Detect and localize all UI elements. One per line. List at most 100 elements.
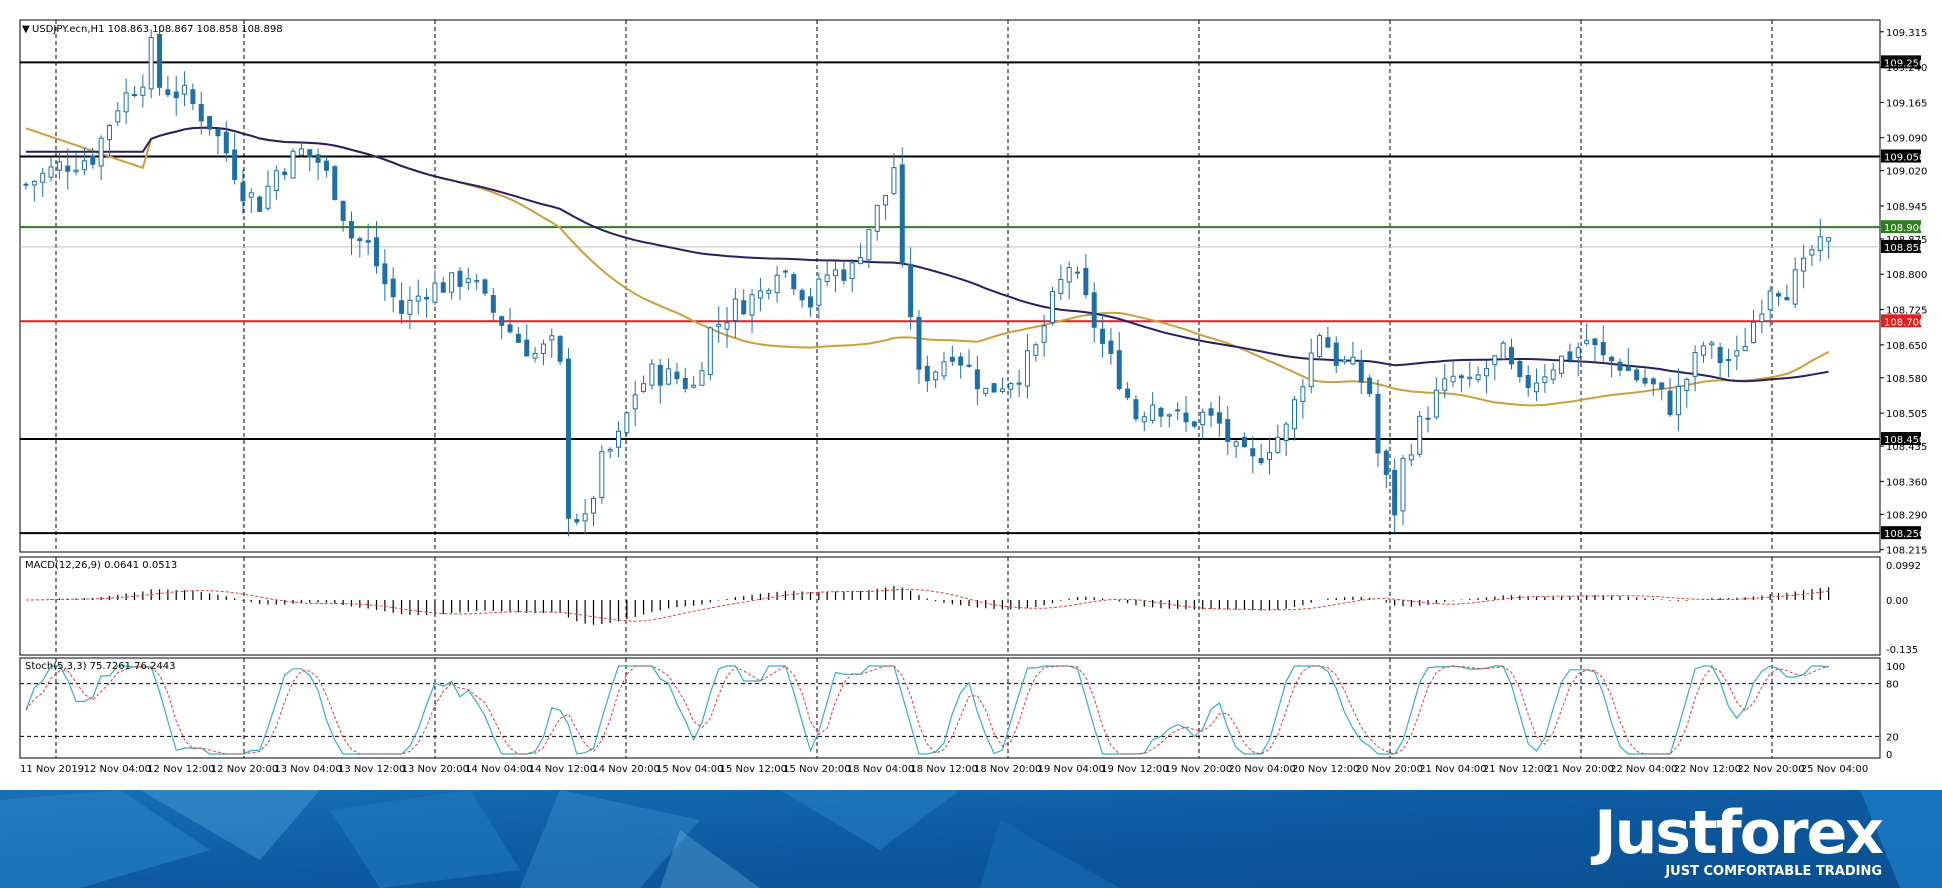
stoch-tick-label: 80 xyxy=(1886,680,1899,691)
time-label: 15 Nov 04:00 xyxy=(656,764,723,775)
candle-body xyxy=(40,172,46,183)
stoch-label: Stoch(5,3,3) 75.7261 76.2443 xyxy=(25,661,176,672)
candle-body xyxy=(332,166,338,200)
candle-body xyxy=(81,160,87,171)
candle-body xyxy=(1208,408,1214,416)
candle-body xyxy=(674,371,680,380)
price-tick-label: 108.215 xyxy=(1886,546,1927,557)
candle-body xyxy=(1325,337,1331,348)
brand-name: Justforex xyxy=(1594,798,1884,868)
price-tick-label: 109.315 xyxy=(1886,28,1927,39)
candle-body xyxy=(1809,249,1815,256)
candle-body xyxy=(1250,448,1256,457)
grid xyxy=(19,19,1881,759)
candle-body xyxy=(240,182,246,202)
candle-body xyxy=(666,368,672,385)
candle-body xyxy=(616,430,622,448)
price-chart: 109.250 109.050 108.900 108.858 108.700 108.4… xyxy=(19,19,1928,775)
candle-body xyxy=(407,299,413,315)
time-label: 21 Nov 20:00 xyxy=(1546,764,1613,775)
candle-body xyxy=(1166,414,1172,417)
candle-body xyxy=(1567,351,1573,361)
candle-body xyxy=(816,278,822,306)
candle-body xyxy=(774,274,780,294)
candle-body xyxy=(1617,361,1623,371)
candle-body xyxy=(833,269,839,277)
candle-body xyxy=(1200,411,1206,426)
candle-body xyxy=(298,148,304,156)
candle-body xyxy=(741,300,747,315)
candle-body xyxy=(1433,389,1439,418)
candle-body xyxy=(1500,342,1506,360)
candle-body xyxy=(1408,454,1414,461)
candle-body xyxy=(90,155,96,165)
candle-body xyxy=(474,280,480,283)
candle-body xyxy=(1049,290,1055,323)
time-label: 13 Nov 04:00 xyxy=(274,764,341,775)
candle-body xyxy=(1133,399,1139,420)
candle-body xyxy=(1817,236,1823,252)
candle-body xyxy=(624,412,630,433)
level-price-tag xyxy=(1881,314,1921,328)
candles[interactable] xyxy=(23,25,1832,537)
candle-body xyxy=(1258,458,1264,464)
time-label: 14 Nov 04:00 xyxy=(465,764,532,775)
candle-body xyxy=(365,240,371,243)
candle-body xyxy=(933,371,939,381)
candle-body xyxy=(290,150,296,179)
candle-body xyxy=(540,343,546,354)
candle-body xyxy=(1717,346,1723,364)
candle-body xyxy=(1776,293,1782,297)
candle-body xyxy=(1183,412,1189,423)
candle-body xyxy=(182,84,188,95)
candle-body xyxy=(1600,342,1606,356)
level-price-label: 109.250 xyxy=(1884,58,1925,69)
candle-body xyxy=(273,170,279,191)
time-label: 14 Nov 12:00 xyxy=(529,764,596,775)
candle-body xyxy=(1425,417,1431,420)
level-price-label: 108.858 xyxy=(1884,243,1925,254)
panel-frame xyxy=(19,19,1881,553)
macd-tick-label: 0.00 xyxy=(1886,596,1908,607)
time-label: 20 Nov 20:00 xyxy=(1356,764,1423,775)
candle-body xyxy=(1400,457,1406,512)
candle-body xyxy=(1033,344,1039,356)
candle-body xyxy=(1767,290,1773,311)
candle-body xyxy=(31,180,37,186)
price-tick-label: 108.290 xyxy=(1886,510,1927,521)
candle-body xyxy=(1801,257,1807,272)
level-price-label: 108.450 xyxy=(1884,435,1925,446)
candle-body xyxy=(574,519,580,523)
candle-body xyxy=(1442,378,1448,391)
header-dropdown-icon[interactable]: ▼ xyxy=(22,24,30,35)
price-tick-label: 108.800 xyxy=(1886,270,1927,281)
candle-body xyxy=(1158,407,1164,417)
candle-body xyxy=(265,185,271,209)
candle-body xyxy=(465,278,471,284)
candle-body xyxy=(1826,237,1832,242)
candle-body xyxy=(65,165,71,172)
candle-body xyxy=(1534,382,1540,393)
banner-background xyxy=(0,790,1942,888)
candle-body xyxy=(1083,267,1089,296)
candle-body xyxy=(1275,436,1281,453)
horizontal-levels[interactable]: 109.250 109.050 108.900 108.858 108.700 108.4… xyxy=(20,55,1925,540)
candle-body xyxy=(1266,452,1272,460)
stoch-signal-line xyxy=(25,665,1829,755)
candle-body xyxy=(1542,376,1548,384)
candle-body xyxy=(1700,345,1706,356)
candle-body xyxy=(357,238,363,242)
candle-body xyxy=(1584,340,1590,344)
candle-body xyxy=(1116,350,1122,390)
stoch-tick-label: 100 xyxy=(1886,662,1905,673)
candle-body xyxy=(1634,369,1640,381)
candle-body xyxy=(424,296,430,300)
level-price-label: 109.050 xyxy=(1884,153,1925,164)
candle-body xyxy=(1350,356,1356,365)
candle-body xyxy=(1684,378,1690,391)
macd-tick-label: 0.0992 xyxy=(1886,561,1921,572)
candle-body xyxy=(883,195,889,206)
candle-body xyxy=(607,448,613,452)
panel-frame xyxy=(19,556,1881,656)
